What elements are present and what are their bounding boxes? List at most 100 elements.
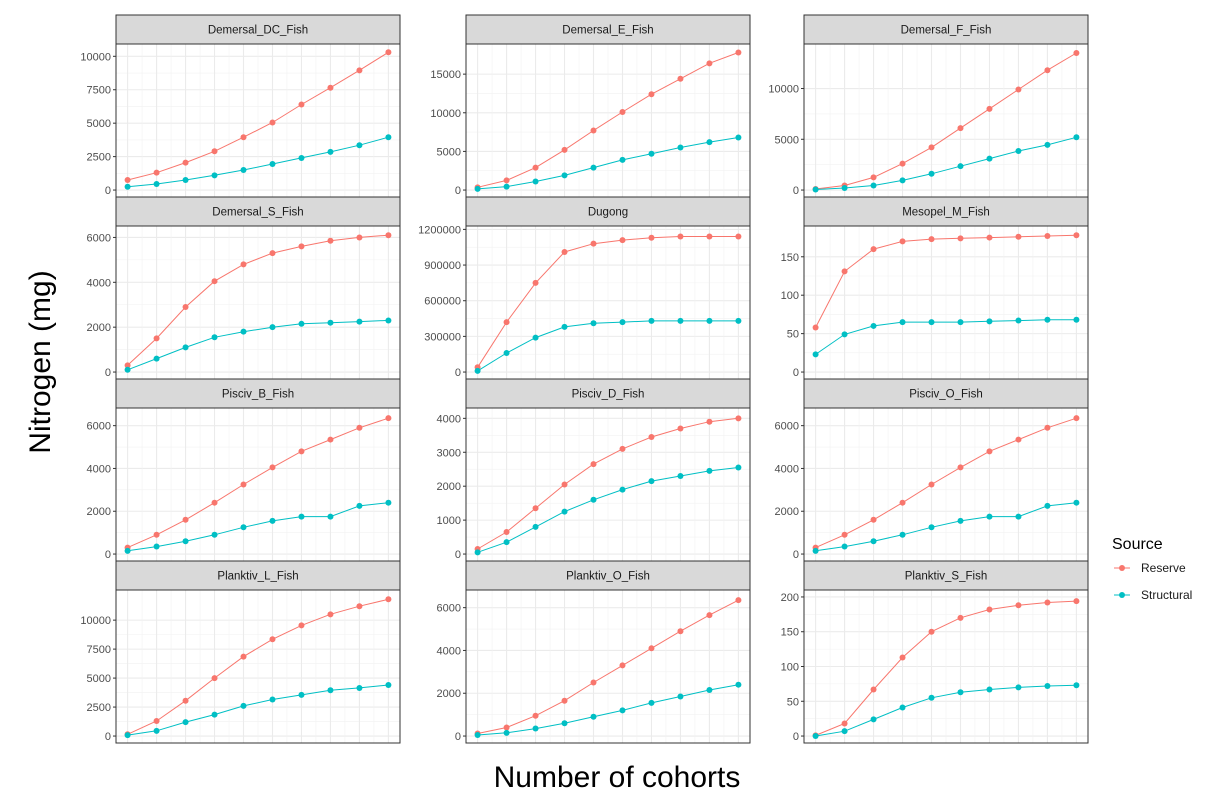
data-point-reserve	[153, 531, 160, 538]
data-point-reserve	[1073, 415, 1080, 422]
data-point-structural	[841, 185, 848, 192]
y-tick-label: 5000	[437, 146, 461, 158]
data-point-reserve	[561, 481, 568, 488]
data-point-structural	[561, 508, 568, 515]
data-point-reserve	[957, 464, 964, 471]
data-point-reserve	[590, 679, 597, 686]
data-point-structural	[870, 182, 877, 189]
data-point-structural	[269, 160, 276, 167]
panel-title: Pisciv_B_Fish	[222, 389, 294, 401]
data-point-reserve	[182, 697, 189, 704]
data-point-reserve	[385, 415, 392, 422]
data-point-structural	[269, 517, 276, 524]
panel-dugong: Dugong 0 300000 600000 900000 1200000	[418, 196, 751, 380]
series-line-structural	[127, 136, 389, 188]
data-point-structural	[182, 344, 189, 351]
data-point-structural	[928, 524, 935, 531]
panel-planktiv-o-fish: Planktiv_O_Fish 0 2000 4000 6000	[437, 560, 751, 744]
data-point-structural	[841, 728, 848, 735]
y-tick-label: 0	[455, 185, 461, 197]
y-tick-label: 2000	[87, 322, 111, 334]
data-point-structural	[812, 351, 819, 358]
data-point-structural	[385, 317, 392, 324]
data-point-structural	[1015, 513, 1022, 520]
data-point-structural	[532, 334, 539, 341]
y-tick-label: 7500	[87, 85, 111, 97]
panel-strip	[803, 560, 1089, 591]
data-point-structural	[474, 185, 481, 192]
data-point-structural	[928, 694, 935, 701]
y-tick-label: 4000	[437, 413, 461, 425]
data-point-structural	[677, 693, 684, 700]
data-point-reserve	[561, 248, 568, 255]
panel-border	[465, 589, 751, 744]
data-point-reserve	[677, 628, 684, 635]
panel-title: Planktiv_O_Fish	[566, 571, 650, 583]
y-tick-label: 1200000	[418, 224, 461, 236]
panel-strip	[465, 196, 751, 227]
y-tick-label: 0	[793, 367, 799, 379]
data-point-structural	[124, 547, 131, 554]
panel-strip	[115, 560, 401, 591]
data-point-reserve	[986, 234, 993, 241]
data-point-reserve	[327, 237, 334, 244]
data-point-structural	[211, 172, 218, 179]
panel-strip	[465, 14, 751, 45]
data-point-reserve	[648, 434, 655, 441]
data-point-structural	[153, 181, 160, 188]
data-point-reserve	[619, 662, 626, 669]
data-point-structural	[870, 322, 877, 329]
panel-strip	[803, 196, 1089, 227]
panel-title: Demersal_DC_Fish	[208, 25, 308, 37]
data-point-reserve	[298, 448, 305, 455]
y-tick-label: 6000	[437, 603, 461, 615]
x-axis-title: Number of cohorts	[494, 761, 741, 794]
panel-strip	[115, 378, 401, 409]
panel-planktiv-l-fish: Planktiv_L_Fish 0 2500 5000 7500 10000	[80, 560, 401, 744]
data-point-structural	[356, 142, 363, 149]
data-point-structural	[240, 524, 247, 531]
panel-demersal-s-fish: Demersal_S_Fish 0 2000 4000 6000	[87, 196, 401, 380]
y-tick-label: 6000	[775, 421, 799, 433]
series-line-structural	[815, 136, 1077, 190]
data-point-structural	[812, 733, 819, 740]
y-tick-label: 7500	[87, 644, 111, 656]
y-tick-label: 1000	[437, 515, 461, 527]
y-tick-label: 100	[781, 662, 799, 674]
legend-key-point-structural	[1119, 592, 1125, 598]
data-point-reserve	[385, 232, 392, 239]
y-tick-label: 15000	[430, 69, 461, 81]
data-point-reserve	[327, 611, 334, 618]
data-point-structural	[298, 320, 305, 327]
data-point-reserve	[870, 246, 877, 253]
data-point-structural	[1073, 316, 1080, 323]
data-point-structural	[590, 713, 597, 720]
data-point-structural	[182, 538, 189, 545]
data-point-reserve	[590, 461, 597, 468]
data-point-structural	[677, 144, 684, 151]
data-point-reserve	[211, 675, 218, 682]
data-point-reserve	[677, 425, 684, 432]
data-point-reserve	[298, 622, 305, 629]
data-point-reserve	[590, 127, 597, 134]
series-line-structural	[477, 467, 739, 553]
data-point-structural	[153, 727, 160, 734]
data-point-reserve	[298, 243, 305, 250]
y-tick-label: 100	[781, 290, 799, 302]
legend: Source Reserve Structural	[1112, 536, 1192, 602]
data-point-structural	[327, 148, 334, 155]
data-point-reserve	[1044, 424, 1051, 431]
data-point-structural	[677, 473, 684, 480]
data-point-reserve	[841, 720, 848, 727]
y-tick-label: 2500	[87, 152, 111, 164]
data-point-structural	[124, 732, 131, 739]
data-point-reserve	[899, 160, 906, 167]
y-tick-label: 0	[105, 185, 111, 197]
data-point-reserve	[503, 528, 510, 535]
data-point-reserve	[957, 614, 964, 621]
panel-title: Demersal_F_Fish	[901, 25, 992, 37]
panel-pisciv-d-fish: Pisciv_D_Fish 0 1000 2000 3000 4000	[437, 378, 751, 562]
data-point-structural	[899, 704, 906, 711]
data-point-reserve	[648, 234, 655, 241]
data-point-reserve	[211, 148, 218, 155]
